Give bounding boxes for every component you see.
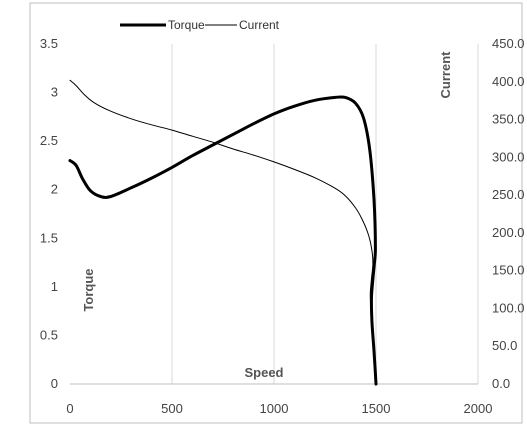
- y-tick-label: 1: [51, 279, 58, 294]
- y2-tick-label: 450.0: [492, 36, 525, 51]
- legend-label-current: Current: [239, 18, 280, 32]
- y2-tick-label: 100.0: [492, 300, 525, 315]
- y-tick-label: 0: [51, 376, 58, 391]
- y2-tick-label: 250.0: [492, 187, 525, 202]
- x-tick-label: 2000: [464, 401, 493, 416]
- y2-tick-label: 0.0: [492, 376, 510, 391]
- x-tick-label: 0: [66, 401, 73, 416]
- y2-tick-label: 350.0: [492, 112, 525, 127]
- x-tick-label: 1000: [260, 401, 289, 416]
- y-tick-label: 2.5: [40, 133, 58, 148]
- y2-tick-label: 200.0: [492, 225, 525, 240]
- chart-frame: [29, 2, 523, 424]
- series-line-current: [69, 79, 377, 385]
- y2-tick-label: 150.0: [492, 263, 525, 278]
- y-tick-label: 3: [51, 85, 58, 100]
- legend: Torque Current: [120, 18, 280, 32]
- x-axis-title: Speed: [244, 365, 283, 380]
- x-tick-label: 500: [161, 401, 183, 416]
- y2-tick-label: 50.0: [492, 338, 517, 353]
- y-tick-label: 1.5: [40, 230, 58, 245]
- y2-tick-label: 400.0: [492, 74, 525, 89]
- y-tick-label: 0.5: [40, 327, 58, 342]
- legend-label-torque: Torque: [168, 18, 205, 32]
- y2-tick-labels: 0.0 50.0 100.0 150.0 200.0 250.0 300.0 350.0 400…: [492, 36, 525, 391]
- gridlines: [171, 44, 479, 384]
- y-tick-labels: 0 0.5 1 1.5 2 2.5 3 3.5: [40, 36, 58, 391]
- y-tick-label: 3.5: [40, 36, 58, 51]
- y-axis-title: Torque: [81, 268, 96, 311]
- x-tick-label: 1500: [362, 401, 391, 416]
- y2-tick-label: 300.0: [492, 149, 525, 164]
- series-line-torque: [68, 95, 378, 386]
- series-lines: [68, 79, 378, 386]
- y-tick-label: 2: [51, 182, 58, 197]
- x-tick-labels: 0 500 1000 1500 2000: [66, 401, 492, 416]
- y2-axis-title: Current: [438, 51, 453, 99]
